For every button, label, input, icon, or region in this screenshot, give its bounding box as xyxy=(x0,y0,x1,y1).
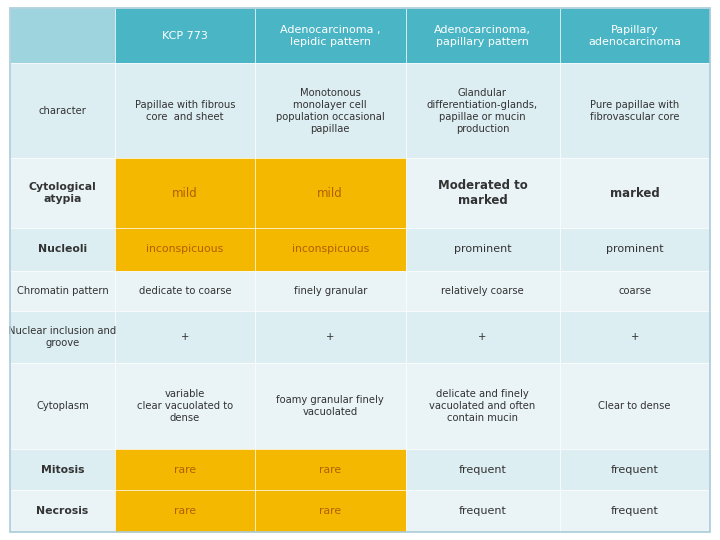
Bar xyxy=(559,271,710,310)
Text: Pure papillae with
fibrovascular core: Pure papillae with fibrovascular core xyxy=(590,100,680,122)
Bar xyxy=(255,158,405,228)
Bar xyxy=(115,8,255,63)
Text: Papillae with fibrous
core  and sheet: Papillae with fibrous core and sheet xyxy=(135,100,235,122)
Bar xyxy=(115,490,255,532)
Bar xyxy=(405,449,559,490)
Text: mild: mild xyxy=(318,186,343,200)
Bar xyxy=(559,362,710,449)
Text: frequent: frequent xyxy=(459,506,506,516)
Bar xyxy=(255,8,405,63)
Text: rare: rare xyxy=(174,506,196,516)
Bar xyxy=(115,228,255,271)
Text: mild: mild xyxy=(172,186,198,200)
Bar xyxy=(405,271,559,310)
Bar xyxy=(255,449,405,490)
Text: Moderated to
marked: Moderated to marked xyxy=(438,179,527,207)
Text: frequent: frequent xyxy=(611,465,659,475)
Text: marked: marked xyxy=(610,186,660,200)
Text: Mitosis: Mitosis xyxy=(41,465,84,475)
Text: Necrosis: Necrosis xyxy=(37,506,89,516)
Text: character: character xyxy=(39,106,86,116)
Text: foamy granular finely
vacuolated: foamy granular finely vacuolated xyxy=(276,395,384,417)
Bar xyxy=(255,362,405,449)
Text: Cytological
atypia: Cytological atypia xyxy=(29,182,96,204)
Bar xyxy=(10,8,115,63)
Bar xyxy=(115,63,255,158)
Bar xyxy=(10,449,115,490)
Bar xyxy=(10,158,115,228)
Bar xyxy=(10,271,115,310)
Bar xyxy=(115,449,255,490)
Text: Glandular
differentiation-glands,
papillae or mucin
production: Glandular differentiation-glands, papill… xyxy=(427,87,538,134)
Text: rare: rare xyxy=(174,465,196,475)
Text: prominent: prominent xyxy=(454,244,511,254)
Bar xyxy=(255,63,405,158)
Bar xyxy=(559,310,710,362)
Bar xyxy=(115,271,255,310)
Bar xyxy=(405,310,559,362)
Text: frequent: frequent xyxy=(611,506,659,516)
Bar xyxy=(255,271,405,310)
Bar xyxy=(255,310,405,362)
Bar xyxy=(10,228,115,271)
Bar xyxy=(115,362,255,449)
Text: rare: rare xyxy=(319,506,341,516)
Text: Clear to dense: Clear to dense xyxy=(598,401,671,411)
Text: delicate and finely
vacuolated and often
contain mucin: delicate and finely vacuolated and often… xyxy=(429,389,536,423)
Text: Nuclear inclusion and
groove: Nuclear inclusion and groove xyxy=(9,326,117,348)
Bar xyxy=(405,63,559,158)
Text: variable
clear vacuolated to
dense: variable clear vacuolated to dense xyxy=(137,389,233,423)
Text: Nucleoli: Nucleoli xyxy=(38,244,87,254)
Bar xyxy=(559,449,710,490)
Text: coarse: coarse xyxy=(618,286,652,295)
Text: inconspicuous: inconspicuous xyxy=(146,244,224,254)
Bar xyxy=(255,228,405,271)
Text: Adenocarcinoma,
papillary pattern: Adenocarcinoma, papillary pattern xyxy=(434,24,531,46)
Text: rare: rare xyxy=(319,465,341,475)
Text: relatively coarse: relatively coarse xyxy=(441,286,524,295)
Text: Chromatin pattern: Chromatin pattern xyxy=(17,286,109,295)
Bar xyxy=(10,362,115,449)
Bar xyxy=(559,158,710,228)
Text: +: + xyxy=(478,332,487,342)
Bar xyxy=(115,310,255,362)
Bar xyxy=(405,158,559,228)
Bar xyxy=(405,228,559,271)
Text: inconspicuous: inconspicuous xyxy=(292,244,369,254)
Bar xyxy=(10,490,115,532)
Text: +: + xyxy=(181,332,189,342)
Text: frequent: frequent xyxy=(459,465,506,475)
Bar xyxy=(405,362,559,449)
Bar xyxy=(559,63,710,158)
Bar xyxy=(115,158,255,228)
Text: Papillary
adenocarcinoma: Papillary adenocarcinoma xyxy=(588,24,681,46)
Text: dedicate to coarse: dedicate to coarse xyxy=(139,286,231,295)
Text: +: + xyxy=(326,332,334,342)
Bar xyxy=(559,490,710,532)
Bar xyxy=(10,310,115,362)
Bar xyxy=(255,490,405,532)
Text: prominent: prominent xyxy=(606,244,664,254)
Text: KCP 773: KCP 773 xyxy=(162,30,208,40)
Text: +: + xyxy=(631,332,639,342)
Bar xyxy=(405,8,559,63)
Bar xyxy=(10,63,115,158)
Text: Cytoplasm: Cytoplasm xyxy=(36,401,89,411)
Text: Adenocarcinoma ,
lepidic pattern: Adenocarcinoma , lepidic pattern xyxy=(280,24,380,46)
Bar xyxy=(559,228,710,271)
Text: finely granular: finely granular xyxy=(294,286,367,295)
Text: Monotonous
monolayer cell
population occasional
papillae: Monotonous monolayer cell population occ… xyxy=(276,87,384,134)
Bar xyxy=(559,8,710,63)
Bar xyxy=(405,490,559,532)
